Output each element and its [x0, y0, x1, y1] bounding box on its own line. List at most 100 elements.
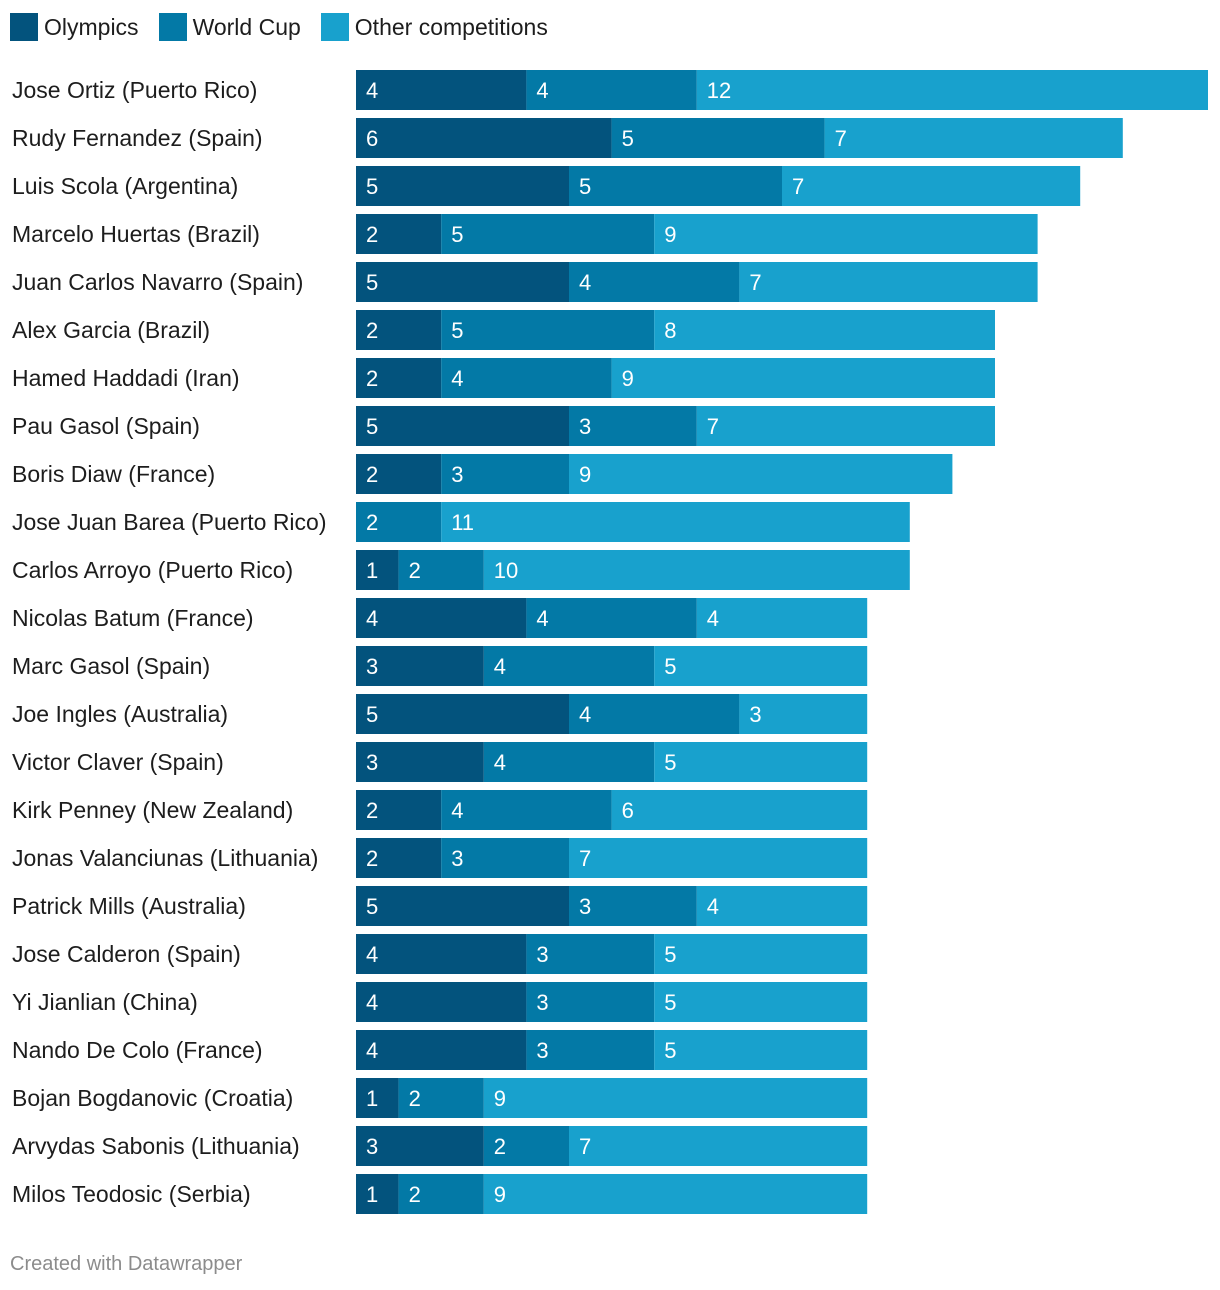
bar-olympics-luis-scola-argentina — [356, 166, 569, 206]
bar-olympics-victor-claver-spain — [356, 742, 484, 782]
bar-other-competitions-jose-juan-barea-puerto-rico — [441, 502, 910, 542]
category-label-patrick-mills-australia: Patrick Mills (Australia) — [12, 893, 246, 919]
category-label-juan-carlos-navarro-spain: Juan Carlos Navarro (Spain) — [12, 269, 303, 295]
bar-world-cup-juan-carlos-navarro-spain — [569, 262, 740, 302]
bar-world-cup-marcelo-huertas-brazil — [441, 214, 655, 254]
value-label-olympics-hamed-haddadi-iran: 2 — [366, 366, 378, 391]
bar-world-cup-jose-juan-barea-puerto-rico — [356, 502, 442, 542]
value-label-other-competitions-marc-gasol-spain: 5 — [664, 654, 676, 679]
value-label-olympics-patrick-mills-australia: 5 — [366, 894, 378, 919]
value-label-other-competitions-nando-de-colo-france: 5 — [664, 1038, 676, 1063]
category-label-hamed-haddadi-iran: Hamed Haddadi (Iran) — [12, 365, 240, 391]
bar-world-cup-joe-ingles-australia — [569, 694, 740, 734]
bar-olympics-jose-calderon-spain — [356, 934, 527, 974]
value-label-world-cup-hamed-haddadi-iran: 4 — [451, 366, 463, 391]
bar-world-cup-nicolas-batum-france — [526, 598, 697, 638]
bar-olympics-nicolas-batum-france — [356, 598, 527, 638]
bar-other-competitions-jose-ortiz-puerto-rico — [696, 70, 1208, 110]
value-label-other-competitions-arvydas-sabonis-lithuania: 7 — [579, 1134, 591, 1159]
value-label-world-cup-jose-calderon-spain: 3 — [536, 942, 548, 967]
category-label-yi-jianlian-china: Yi Jianlian (China) — [12, 989, 198, 1015]
value-label-world-cup-carlos-arroyo-puerto-rico: 2 — [409, 558, 421, 583]
bar-other-competitions-luis-scola-argentina — [782, 166, 1081, 206]
bar-olympics-pau-gasol-spain — [356, 406, 569, 446]
value-label-world-cup-arvydas-sabonis-lithuania: 2 — [494, 1134, 506, 1159]
value-label-olympics-rudy-fernandez-spain: 6 — [366, 126, 378, 151]
bar-other-competitions-juan-carlos-navarro-spain — [739, 262, 1038, 302]
value-label-olympics-nicolas-batum-france: 4 — [366, 606, 378, 631]
bar-olympics-bojan-bogdanovic-croatia — [356, 1078, 399, 1118]
value-label-other-competitions-bojan-bogdanovic-croatia: 9 — [494, 1086, 506, 1111]
bar-other-competitions-nando-de-colo-france — [654, 1030, 868, 1070]
bar-world-cup-alex-garcia-brazil — [441, 310, 655, 350]
category-label-kirk-penney-new-zealand: Kirk Penney (New Zealand) — [12, 797, 293, 823]
bar-olympics-juan-carlos-navarro-spain — [356, 262, 569, 302]
bar-other-competitions-yi-jianlian-china — [654, 982, 868, 1022]
value-label-olympics-jose-calderon-spain: 4 — [366, 942, 378, 967]
value-label-other-competitions-pau-gasol-spain: 7 — [707, 414, 719, 439]
bar-olympics-alex-garcia-brazil — [356, 310, 442, 350]
bar-other-competitions-hamed-haddadi-iran — [611, 358, 995, 398]
bar-world-cup-yi-jianlian-china — [526, 982, 655, 1022]
value-label-olympics-marc-gasol-spain: 3 — [366, 654, 378, 679]
category-label-luis-scola-argentina: Luis Scola (Argentina) — [12, 173, 238, 199]
value-label-olympics-carlos-arroyo-puerto-rico: 1 — [366, 558, 378, 583]
value-label-world-cup-marcelo-huertas-brazil: 5 — [451, 222, 463, 247]
value-label-other-competitions-alex-garcia-brazil: 8 — [664, 318, 676, 343]
legend-item-olympics: Olympics — [10, 13, 139, 41]
value-label-world-cup-boris-diaw-france: 3 — [451, 462, 463, 487]
bar-other-competitions-joe-ingles-australia — [739, 694, 868, 734]
category-label-rudy-fernandez-spain: Rudy Fernandez (Spain) — [12, 125, 263, 151]
category-label-jose-calderon-spain: Jose Calderon (Spain) — [12, 941, 241, 967]
bar-olympics-rudy-fernandez-spain — [356, 118, 612, 158]
bar-other-competitions-jose-calderon-spain — [654, 934, 868, 974]
category-label-joe-ingles-australia: Joe Ingles (Australia) — [12, 701, 228, 727]
category-label-carlos-arroyo-puerto-rico: Carlos Arroyo (Puerto Rico) — [12, 557, 293, 583]
category-label-bojan-bogdanovic-croatia: Bojan Bogdanovic (Croatia) — [12, 1085, 293, 1111]
bar-world-cup-nando-de-colo-france — [526, 1030, 655, 1070]
value-label-other-competitions-boris-diaw-france: 9 — [579, 462, 591, 487]
value-label-olympics-victor-claver-spain: 3 — [366, 750, 378, 775]
bar-world-cup-arvydas-sabonis-lithuania — [483, 1126, 569, 1166]
value-label-olympics-pau-gasol-spain: 5 — [366, 414, 378, 439]
category-label-arvydas-sabonis-lithuania: Arvydas Sabonis (Lithuania) — [12, 1133, 300, 1159]
bar-world-cup-jonas-valanciunas-lithuania — [441, 838, 569, 878]
bar-olympics-carlos-arroyo-puerto-rico — [356, 550, 399, 590]
value-label-world-cup-nicolas-batum-france: 4 — [536, 606, 548, 631]
value-label-olympics-joe-ingles-australia: 5 — [366, 702, 378, 727]
value-label-world-cup-victor-claver-spain: 4 — [494, 750, 506, 775]
value-label-world-cup-jose-ortiz-puerto-rico: 4 — [536, 78, 548, 103]
value-label-world-cup-jonas-valanciunas-lithuania: 3 — [451, 846, 463, 871]
category-label-jose-ortiz-puerto-rico: Jose Ortiz (Puerto Rico) — [12, 77, 257, 103]
value-label-other-competitions-milos-teodosic-serbia: 9 — [494, 1182, 506, 1207]
value-label-other-competitions-marcelo-huertas-brazil: 9 — [664, 222, 676, 247]
legend-label-olympics: Olympics — [44, 13, 139, 40]
bar-other-competitions-jonas-valanciunas-lithuania — [569, 838, 868, 878]
value-label-olympics-kirk-penney-new-zealand: 2 — [366, 798, 378, 823]
bar-olympics-marcelo-huertas-brazil — [356, 214, 442, 254]
value-label-olympics-luis-scola-argentina: 5 — [366, 174, 378, 199]
bar-other-competitions-kirk-penney-new-zealand — [611, 790, 868, 830]
bar-world-cup-jose-calderon-spain — [526, 934, 655, 974]
value-label-olympics-milos-teodosic-serbia: 1 — [366, 1182, 378, 1207]
bar-world-cup-marc-gasol-spain — [483, 646, 655, 686]
chart-legend: Olympics World Cup Other competitions — [10, 12, 568, 42]
value-label-world-cup-rudy-fernandez-spain: 5 — [622, 126, 634, 151]
value-label-world-cup-bojan-bogdanovic-croatia: 2 — [409, 1086, 421, 1111]
bar-world-cup-boris-diaw-france — [441, 454, 569, 494]
value-label-other-competitions-jose-juan-barea-puerto-rico: 11 — [451, 510, 474, 535]
value-label-world-cup-pau-gasol-spain: 3 — [579, 414, 591, 439]
bar-world-cup-hamed-haddadi-iran — [441, 358, 612, 398]
category-label-jonas-valanciunas-lithuania: Jonas Valanciunas (Lithuania) — [12, 845, 318, 871]
bar-other-competitions-marcelo-huertas-brazil — [654, 214, 1038, 254]
bar-other-competitions-milos-teodosic-serbia — [483, 1174, 868, 1214]
value-label-other-competitions-nicolas-batum-france: 4 — [707, 606, 719, 631]
value-label-other-competitions-rudy-fernandez-spain: 7 — [835, 126, 847, 151]
value-label-other-competitions-victor-claver-spain: 5 — [664, 750, 676, 775]
bar-olympics-boris-diaw-france — [356, 454, 442, 494]
bar-world-cup-victor-claver-spain — [483, 742, 655, 782]
bar-olympics-jose-ortiz-puerto-rico — [356, 70, 527, 110]
value-label-world-cup-patrick-mills-australia: 3 — [579, 894, 591, 919]
bar-world-cup-milos-teodosic-serbia — [398, 1174, 484, 1214]
value-label-olympics-alex-garcia-brazil: 2 — [366, 318, 378, 343]
